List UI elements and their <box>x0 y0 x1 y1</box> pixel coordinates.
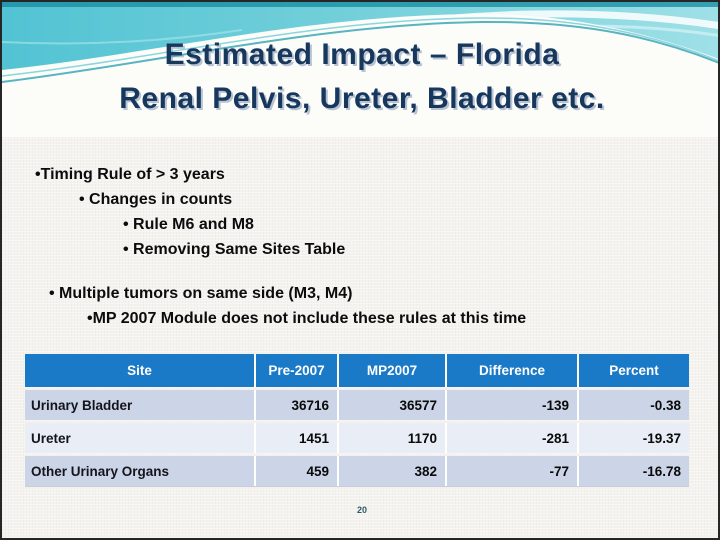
table-cell: 459 <box>254 456 337 486</box>
slide-page-number: 20 <box>356 505 367 515</box>
slide-title: Estimated Impact – Florida Renal Pelvis,… <box>17 33 707 121</box>
bullet-item: •Timing Rule of > 3 years <box>35 166 225 183</box>
table-cell: 1170 <box>337 423 445 453</box>
bullet-item: • Multiple tumors on same side (M3, M4) <box>49 285 353 302</box>
bullet-item: •MP 2007 Module does not include these r… <box>87 310 527 327</box>
table-header-row: Site Pre-2007 MP2007 Difference Percent <box>25 354 689 387</box>
table-cell: 36577 <box>337 390 445 420</box>
table-cell: -19.37 <box>577 423 689 453</box>
table-header-cell: MP2007 <box>337 354 445 387</box>
table-cell: Other Urinary Organs <box>25 456 254 486</box>
table-cell: -77 <box>445 456 577 486</box>
title-line-1: Estimated Impact – Florida <box>164 38 560 71</box>
table-header-cell: Pre-2007 <box>254 354 337 387</box>
table-cell: -16.78 <box>577 456 689 486</box>
bullet-item: • Removing Same Sites Table <box>123 241 346 258</box>
table-cell: 36716 <box>254 390 337 420</box>
impact-comparison-table: Site Pre-2007 MP2007 Difference Percent … <box>25 354 689 487</box>
table-header-cell: Percent <box>577 354 689 387</box>
table-cell: Ureter <box>25 423 254 453</box>
bullet-item: • Changes in counts <box>79 191 233 208</box>
bullet-item: • Rule M6 and M8 <box>123 216 254 233</box>
bullet-list-multiple-tumors: • Multiple tumors on same side (M3, M4) … <box>49 281 526 331</box>
table-cell: -0.38 <box>577 390 689 420</box>
table-cell: -281 <box>445 423 577 453</box>
table-header-cell: Difference <box>445 354 577 387</box>
table-row: Ureter 1451 1170 -281 -19.37 <box>25 423 689 453</box>
header-wave-graphic <box>2 2 718 137</box>
table-cell: 382 <box>337 456 445 486</box>
table-row: Urinary Bladder 36716 36577 -139 -0.38 <box>25 390 689 420</box>
table-cell: Urinary Bladder <box>25 390 254 420</box>
title-line-2: Renal Pelvis, Ureter, Bladder etc. <box>119 82 605 115</box>
bullet-list-timing-rule: •Timing Rule of > 3 years • Changes in c… <box>35 162 345 262</box>
table-row: Other Urinary Organs 459 382 -77 -16.78 <box>25 456 689 486</box>
table-header-cell: Site <box>25 354 254 387</box>
table-cell: -139 <box>445 390 577 420</box>
table-cell: 1451 <box>254 423 337 453</box>
